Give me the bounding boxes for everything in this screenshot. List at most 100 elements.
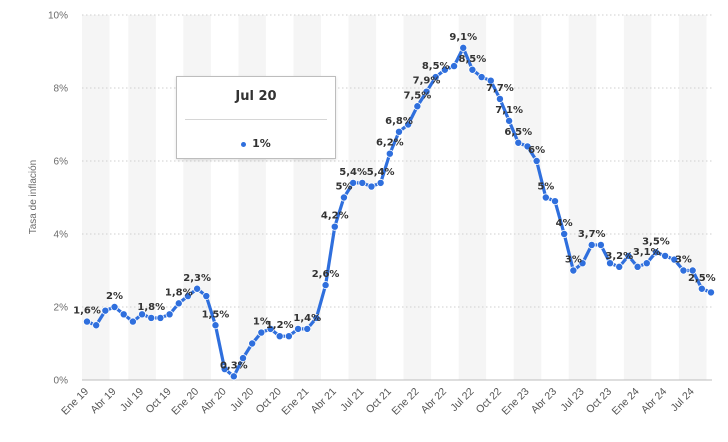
band [403, 15, 432, 380]
data-label: 8,5% [459, 54, 487, 65]
data-label: 6,8% [385, 116, 413, 127]
data-point [495, 94, 504, 103]
data-point [183, 292, 192, 301]
y-gridlines [82, 14, 712, 381]
y-tick-label: 8% [54, 84, 69, 95]
y-axis-ticks: 0% 2% 4% 6% 8% 10% [48, 11, 68, 387]
data-point [431, 73, 440, 82]
data-label: 3% [675, 255, 692, 266]
data-point [477, 73, 486, 82]
x-tick-label: Jul 21 [338, 386, 366, 414]
data-point [440, 65, 449, 74]
x-tick-label: Jul 19 [118, 386, 146, 414]
data-point [119, 310, 128, 319]
data-point [266, 324, 275, 333]
alternating-bands [82, 15, 707, 380]
data-label: 5,4% [367, 167, 395, 178]
data-point [257, 328, 266, 337]
band [238, 15, 266, 380]
data-point [615, 262, 624, 271]
x-tick-label: Abr 23 [529, 386, 559, 416]
x-tick-label: Oct 21 [364, 386, 394, 416]
data-label: 1,2% [266, 320, 294, 331]
data-point [83, 317, 92, 326]
hover-tooltip: Jul 20 1% [176, 76, 336, 159]
x-tick-label: Oct 23 [584, 386, 614, 416]
data-label: 1,6% [73, 306, 101, 317]
data-point [165, 310, 174, 319]
data-label: 5% [335, 182, 352, 193]
data-label: 0,3% [220, 360, 248, 371]
data-point [505, 116, 514, 125]
band [513, 15, 542, 380]
y-axis-label: Tasa de inflación [28, 160, 39, 235]
x-tick-label: Oct 19 [143, 386, 173, 416]
data-label: 3,7% [578, 229, 606, 240]
data-point [551, 197, 560, 206]
y-tick-label: 10% [48, 11, 68, 22]
data-point [321, 281, 330, 290]
data-point [294, 324, 303, 333]
data-point [642, 259, 651, 268]
data-point [193, 284, 202, 293]
tooltip-divider [185, 119, 327, 120]
data-point [514, 138, 523, 147]
x-tick-label: Jul 24 [668, 386, 696, 414]
data-labels: 1,6%2%1,8%1,8%2,3%1,5%0,3%1%1,2%1,4%2,6%… [73, 32, 716, 372]
data-point [385, 149, 394, 158]
data-point [651, 248, 660, 257]
x-tick-label: Abr 24 [639, 386, 669, 416]
data-point [486, 76, 495, 85]
data-label: 1,5% [202, 309, 230, 320]
data-point [376, 178, 385, 187]
data-label: 1% [253, 317, 270, 328]
data-point [248, 339, 257, 348]
data-point [128, 317, 137, 326]
data-point [523, 142, 532, 151]
tooltip-title: Jul 20 [235, 89, 277, 104]
data-point [596, 240, 605, 249]
data-point [202, 292, 211, 301]
data-label: 6,5% [504, 127, 532, 138]
data-point [688, 266, 697, 275]
data-point [394, 127, 403, 136]
data-label: 9,1% [449, 32, 477, 43]
data-point [468, 65, 477, 74]
data-point [707, 288, 716, 297]
data-label: 3,2% [605, 251, 633, 262]
x-tick-label: Oct 20 [253, 386, 283, 416]
data-point [220, 365, 229, 374]
y-tick-label: 4% [54, 230, 69, 241]
tooltip-row: 1% [177, 137, 335, 150]
data-point [670, 255, 679, 264]
x-tick-label: Ene 22 [389, 386, 421, 418]
data-label: 7,9% [413, 76, 441, 87]
x-tick-label: Ene 20 [169, 386, 201, 418]
band [623, 15, 652, 380]
data-point [367, 182, 376, 191]
x-tick-label: Ene 21 [279, 386, 311, 418]
data-point [560, 229, 569, 238]
data-points [83, 43, 716, 381]
x-tick-label: Abr 19 [88, 386, 118, 416]
data-point [679, 266, 688, 275]
data-point [587, 240, 596, 249]
data-point [92, 321, 101, 330]
data-point [541, 193, 550, 202]
data-point [459, 43, 468, 52]
data-point [303, 324, 312, 333]
data-label: 3% [565, 255, 582, 266]
x-tick-label: Ene 23 [500, 386, 532, 418]
data-point [110, 302, 119, 311]
x-tick-label: Jul 22 [448, 386, 476, 414]
data-label: 7,7% [486, 83, 514, 94]
data-point [661, 251, 670, 260]
data-label: 4% [556, 218, 573, 229]
data-point [238, 354, 247, 363]
data-point [349, 178, 358, 187]
data-point [422, 87, 431, 96]
data-point [138, 310, 147, 319]
data-point [284, 332, 293, 341]
data-point [606, 259, 615, 268]
